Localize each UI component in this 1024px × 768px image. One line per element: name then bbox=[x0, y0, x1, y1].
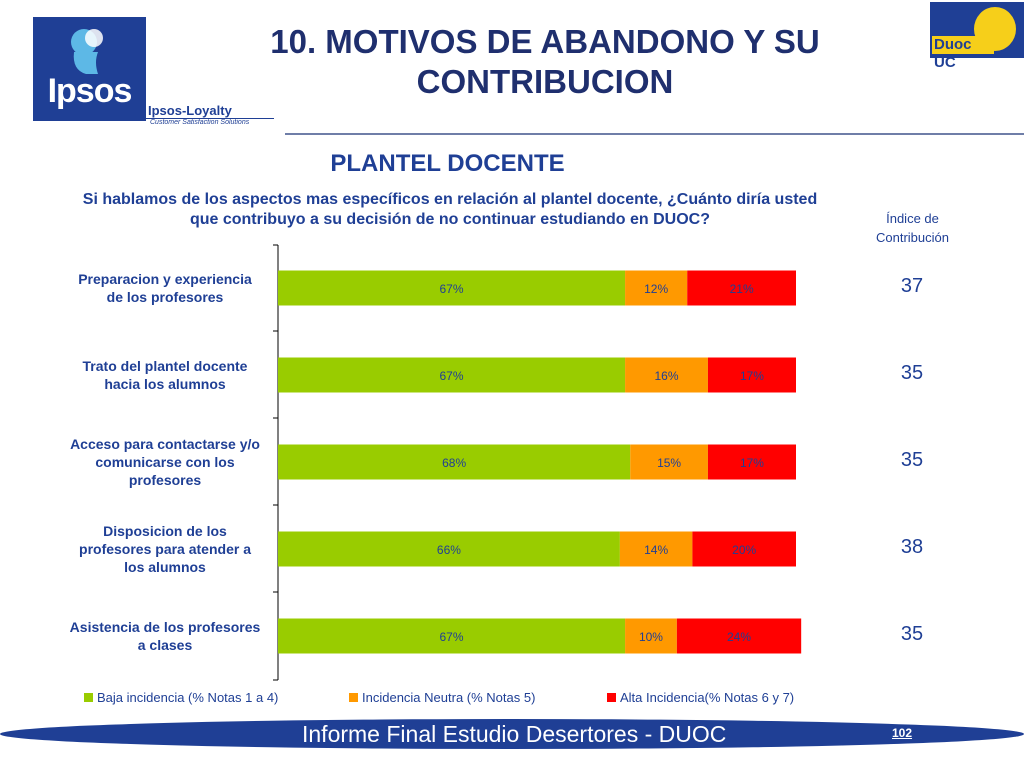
footer-text: Informe Final Estudio Desertores - DUOC bbox=[302, 721, 727, 747]
data-label-2-1: 17% bbox=[740, 369, 764, 383]
data-label-2-3: 20% bbox=[732, 543, 756, 557]
contribution-index-4: 35 bbox=[901, 623, 923, 645]
divider bbox=[146, 118, 274, 119]
contribution-index-2: 35 bbox=[901, 449, 923, 471]
ipsos-tagline: Customer Satisfaction Solutions bbox=[150, 119, 250, 126]
category-label-3-0: Disposicion de los bbox=[103, 523, 227, 539]
contribution-index-0: 37 bbox=[901, 275, 923, 297]
bar-2-1 bbox=[707, 357, 796, 393]
data-label-1-4: 10% bbox=[639, 630, 663, 644]
contribution-index-header: Índice de Contribución bbox=[855, 209, 970, 247]
ipsos-wordmark: Ipsos bbox=[47, 72, 133, 110]
bar-1-3 bbox=[619, 531, 693, 567]
data-label-0-0: 67% bbox=[440, 282, 464, 296]
data-label-0-2: 68% bbox=[442, 456, 466, 470]
data-label-1-2: 15% bbox=[657, 456, 681, 470]
contribution-index-1: 35 bbox=[901, 362, 923, 384]
page-number: 102 bbox=[892, 726, 913, 740]
survey-question: Si hablamos de los aspectos mas específi… bbox=[50, 190, 850, 230]
footer-bar bbox=[0, 719, 1024, 749]
question-line-2: que contribuyo a su decisión de no conti… bbox=[189, 211, 711, 228]
data-label-2-2: 17% bbox=[740, 456, 764, 470]
legend-swatch-2 bbox=[607, 693, 616, 702]
legend-swatch-1 bbox=[349, 693, 358, 702]
legend-label-1: Incidencia Neutra (% Notas 5) bbox=[362, 690, 535, 705]
category-label-4-1: a clases bbox=[138, 637, 193, 653]
bar-0-3 bbox=[278, 531, 620, 567]
index-header-line-1: Índice de bbox=[886, 211, 939, 226]
data-label-0-4: 67% bbox=[440, 630, 464, 644]
legend-swatch-0 bbox=[84, 693, 93, 702]
legend-label-2: Alta Incidencia(% Notas 6 y 7) bbox=[620, 690, 794, 705]
data-label-1-3: 14% bbox=[644, 543, 668, 557]
bar-2-0 bbox=[687, 270, 796, 306]
category-label-1-0: Trato del plantel docente bbox=[83, 358, 248, 374]
bar-0-2 bbox=[278, 444, 631, 480]
section-title: PLANTEL DOCENTE bbox=[330, 150, 565, 177]
data-label-2-0: 21% bbox=[730, 282, 754, 296]
duoc-wordmark: Duoc UC bbox=[932, 36, 994, 71]
question-line-1: Si hablamos de los aspectos mas específi… bbox=[82, 191, 818, 208]
category-label-0-0: Preparacion y experiencia bbox=[78, 271, 252, 287]
stacked-bar-chart: 67% 12% 21% Preparacion y experiencia de los… bbox=[70, 244, 923, 705]
category-label-4-0: Asistencia de los profesores bbox=[70, 619, 261, 635]
index-header-line-2: Contribución bbox=[876, 230, 949, 245]
data-label-0-1: 67% bbox=[440, 369, 464, 383]
bar-0-0 bbox=[278, 270, 626, 306]
category-label-3-2: los alumnos bbox=[124, 559, 206, 575]
data-label-2-4: 24% bbox=[727, 630, 751, 644]
contribution-index-3: 38 bbox=[901, 536, 923, 558]
category-label-2-1: comunicarse con los bbox=[95, 454, 234, 470]
bar-0-1 bbox=[278, 357, 626, 393]
bar-1-4 bbox=[625, 618, 677, 654]
bar-1-1 bbox=[625, 357, 708, 393]
data-label-1-0: 12% bbox=[644, 282, 668, 296]
page-title-line-2: CONTRIBUCION bbox=[416, 63, 674, 100]
category-label-3-1: profesores para atender a bbox=[79, 541, 251, 557]
bar-2-3 bbox=[692, 531, 796, 567]
ipsos-loyalty-label: Ipsos-Loyalty bbox=[148, 103, 232, 118]
bar-2-4 bbox=[676, 618, 802, 654]
bar-1-2 bbox=[630, 444, 708, 480]
category-label-1-1: hacia los alumnos bbox=[104, 376, 226, 392]
page-title-line-1: 10. MOTIVOS DE ABANDONO Y SU bbox=[270, 23, 820, 60]
bar-0-4 bbox=[278, 618, 626, 654]
data-label-1-1: 16% bbox=[654, 369, 678, 383]
bar-2-2 bbox=[707, 444, 796, 480]
category-label-0-1: de los profesores bbox=[107, 289, 224, 305]
data-label-0-3: 66% bbox=[437, 543, 461, 557]
category-label-2-0: Acceso para contactarse y/o bbox=[70, 436, 260, 452]
title-divider bbox=[285, 133, 1024, 135]
ipsos-head-icon bbox=[71, 29, 103, 74]
bar-1-0 bbox=[625, 270, 688, 306]
page-title: 10. MOTIVOS DE ABANDONO Y SU CONTRIBUCIO… bbox=[210, 22, 880, 102]
legend-label-0: Baja incidencia (% Notas 1 a 4) bbox=[97, 690, 278, 705]
category-label-2-2: profesores bbox=[129, 472, 202, 488]
